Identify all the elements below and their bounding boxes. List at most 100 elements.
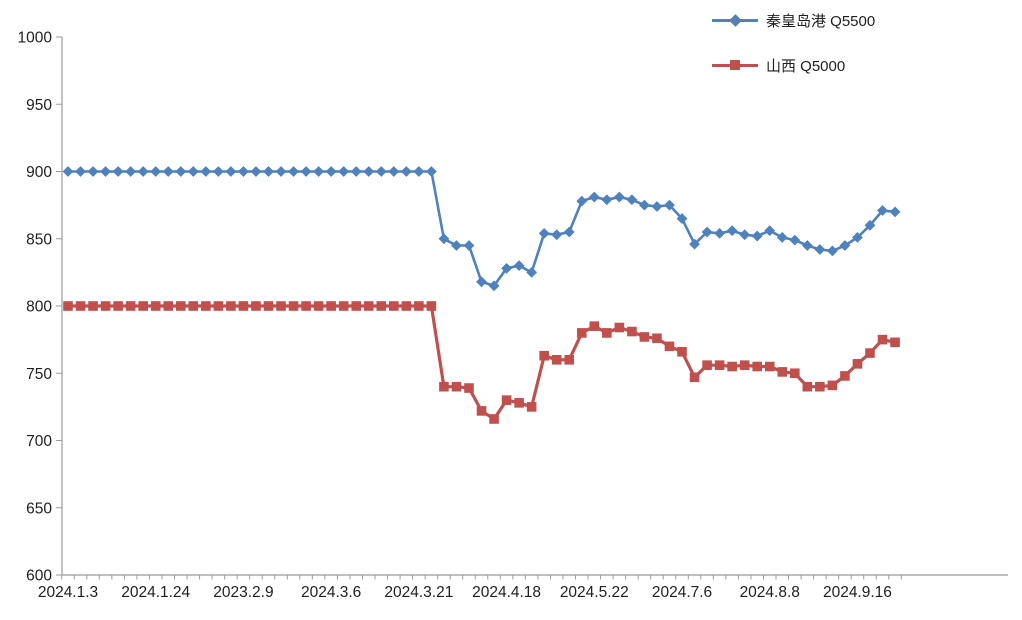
- x-axis-tick-label: 2024.5.22: [560, 584, 629, 601]
- data-point-marker: [752, 361, 763, 372]
- x-axis-tick-label: 2024.8.8: [740, 584, 800, 601]
- data-point-marker: [163, 301, 174, 311]
- data-point-marker: [588, 191, 600, 203]
- data-point-marker: [514, 398, 524, 408]
- data-point-marker: [62, 166, 74, 177]
- data-point-marker: [413, 166, 425, 177]
- data-point-marker: [301, 301, 311, 311]
- data-point-marker: [677, 346, 687, 357]
- data-point-marker: [513, 260, 525, 272]
- data-point-marker: [213, 301, 224, 311]
- data-point-marker: [326, 301, 336, 311]
- data-point-marker: [87, 166, 99, 177]
- data-point-marker: [438, 233, 450, 245]
- data-point-marker: [839, 240, 851, 251]
- data-point-marker: [187, 166, 199, 177]
- data-point-marker: [251, 301, 261, 311]
- y-axis-tick-label: 950: [26, 97, 52, 114]
- data-point-marker: [263, 166, 274, 177]
- data-point-marker: [338, 301, 349, 311]
- data-point-marker: [589, 321, 600, 331]
- data-point-marker: [639, 332, 650, 342]
- data-point-marker: [652, 333, 662, 344]
- data-point-marker: [877, 334, 888, 345]
- data-point-marker: [865, 348, 875, 358]
- x-axis-tick-label: 2024.1.24: [121, 584, 190, 601]
- data-point-marker: [389, 301, 399, 311]
- data-point-marker: [313, 301, 324, 311]
- data-point-marker: [852, 232, 863, 243]
- data-point-marker: [125, 301, 136, 311]
- data-point-marker: [526, 266, 538, 278]
- y-axis-tick-label: 1000: [18, 30, 53, 47]
- data-point-marker: [175, 166, 187, 177]
- data-point-marker: [726, 225, 738, 237]
- y-axis-tick-label: 750: [26, 366, 52, 383]
- data-point-marker: [425, 166, 437, 177]
- data-point-marker: [526, 402, 537, 412]
- data-point-marker: [376, 301, 387, 311]
- data-point-marker: [701, 226, 713, 238]
- data-point-marker: [714, 360, 725, 370]
- data-point-marker: [439, 381, 449, 392]
- data-point-marker: [551, 355, 562, 365]
- data-point-marker: [626, 194, 638, 206]
- data-point-marker: [877, 205, 888, 216]
- data-point-marker: [789, 368, 800, 379]
- data-point-marker: [890, 337, 900, 348]
- data-point-marker: [840, 371, 850, 381]
- data-point-marker: [476, 406, 487, 416]
- data-point-marker: [627, 326, 637, 337]
- data-point-marker: [100, 166, 111, 177]
- data-point-marker: [150, 166, 162, 177]
- y-axis-tick-label: 800: [26, 299, 52, 316]
- data-point-marker: [225, 166, 237, 177]
- x-axis-tick-label: 2024.3.21: [384, 584, 453, 601]
- data-point-marker: [150, 301, 161, 311]
- y-axis-tick-label: 700: [26, 433, 52, 450]
- data-point-marker: [363, 166, 375, 177]
- data-point-marker: [501, 395, 512, 405]
- data-point-marker: [576, 328, 587, 338]
- data-point-marker: [576, 195, 588, 207]
- x-axis-tick-label: 2024.3.6: [301, 584, 361, 601]
- data-point-marker: [852, 359, 863, 369]
- data-point-marker: [137, 166, 149, 177]
- data-point-marker: [651, 201, 663, 212]
- data-point-marker: [300, 166, 312, 177]
- data-point-marker: [201, 301, 211, 311]
- data-point-marker: [388, 166, 400, 177]
- data-point-marker: [777, 367, 788, 377]
- data-point-marker: [789, 234, 801, 246]
- x-axis-tick-label: 2024.9.16: [823, 584, 892, 601]
- data-point-marker: [827, 380, 838, 391]
- data-point-marker: [212, 166, 224, 177]
- data-point-marker: [100, 301, 111, 311]
- data-point-marker: [250, 166, 262, 177]
- data-point-marker: [702, 360, 712, 370]
- data-point-marker: [263, 301, 274, 311]
- legend-item-qinhuangdao: 秦皇岛港 Q5500: [712, 8, 875, 32]
- data-point-marker: [776, 232, 788, 243]
- data-point-marker: [727, 361, 737, 372]
- data-point-marker: [601, 194, 613, 206]
- data-point-marker: [602, 328, 612, 338]
- data-point-marker: [463, 240, 475, 251]
- data-point-marker: [75, 166, 86, 177]
- legend-item-shanxi: 山西 Q5000: [712, 53, 875, 77]
- data-point-marker: [276, 301, 286, 311]
- data-point-marker: [889, 206, 901, 218]
- data-point-marker: [238, 301, 249, 311]
- legend-diamond-marker-icon: [712, 11, 758, 29]
- data-point-marker: [764, 225, 776, 237]
- data-point-marker: [112, 166, 124, 177]
- chart-legend: 秦皇岛港 Q5500 山西 Q5000: [712, 8, 875, 77]
- data-point-marker: [226, 301, 236, 311]
- y-axis-tick-label: 900: [26, 164, 52, 181]
- data-point-marker: [401, 301, 412, 311]
- data-point-marker: [200, 166, 212, 177]
- data-point-marker: [676, 213, 688, 224]
- data-point-marker: [614, 322, 625, 333]
